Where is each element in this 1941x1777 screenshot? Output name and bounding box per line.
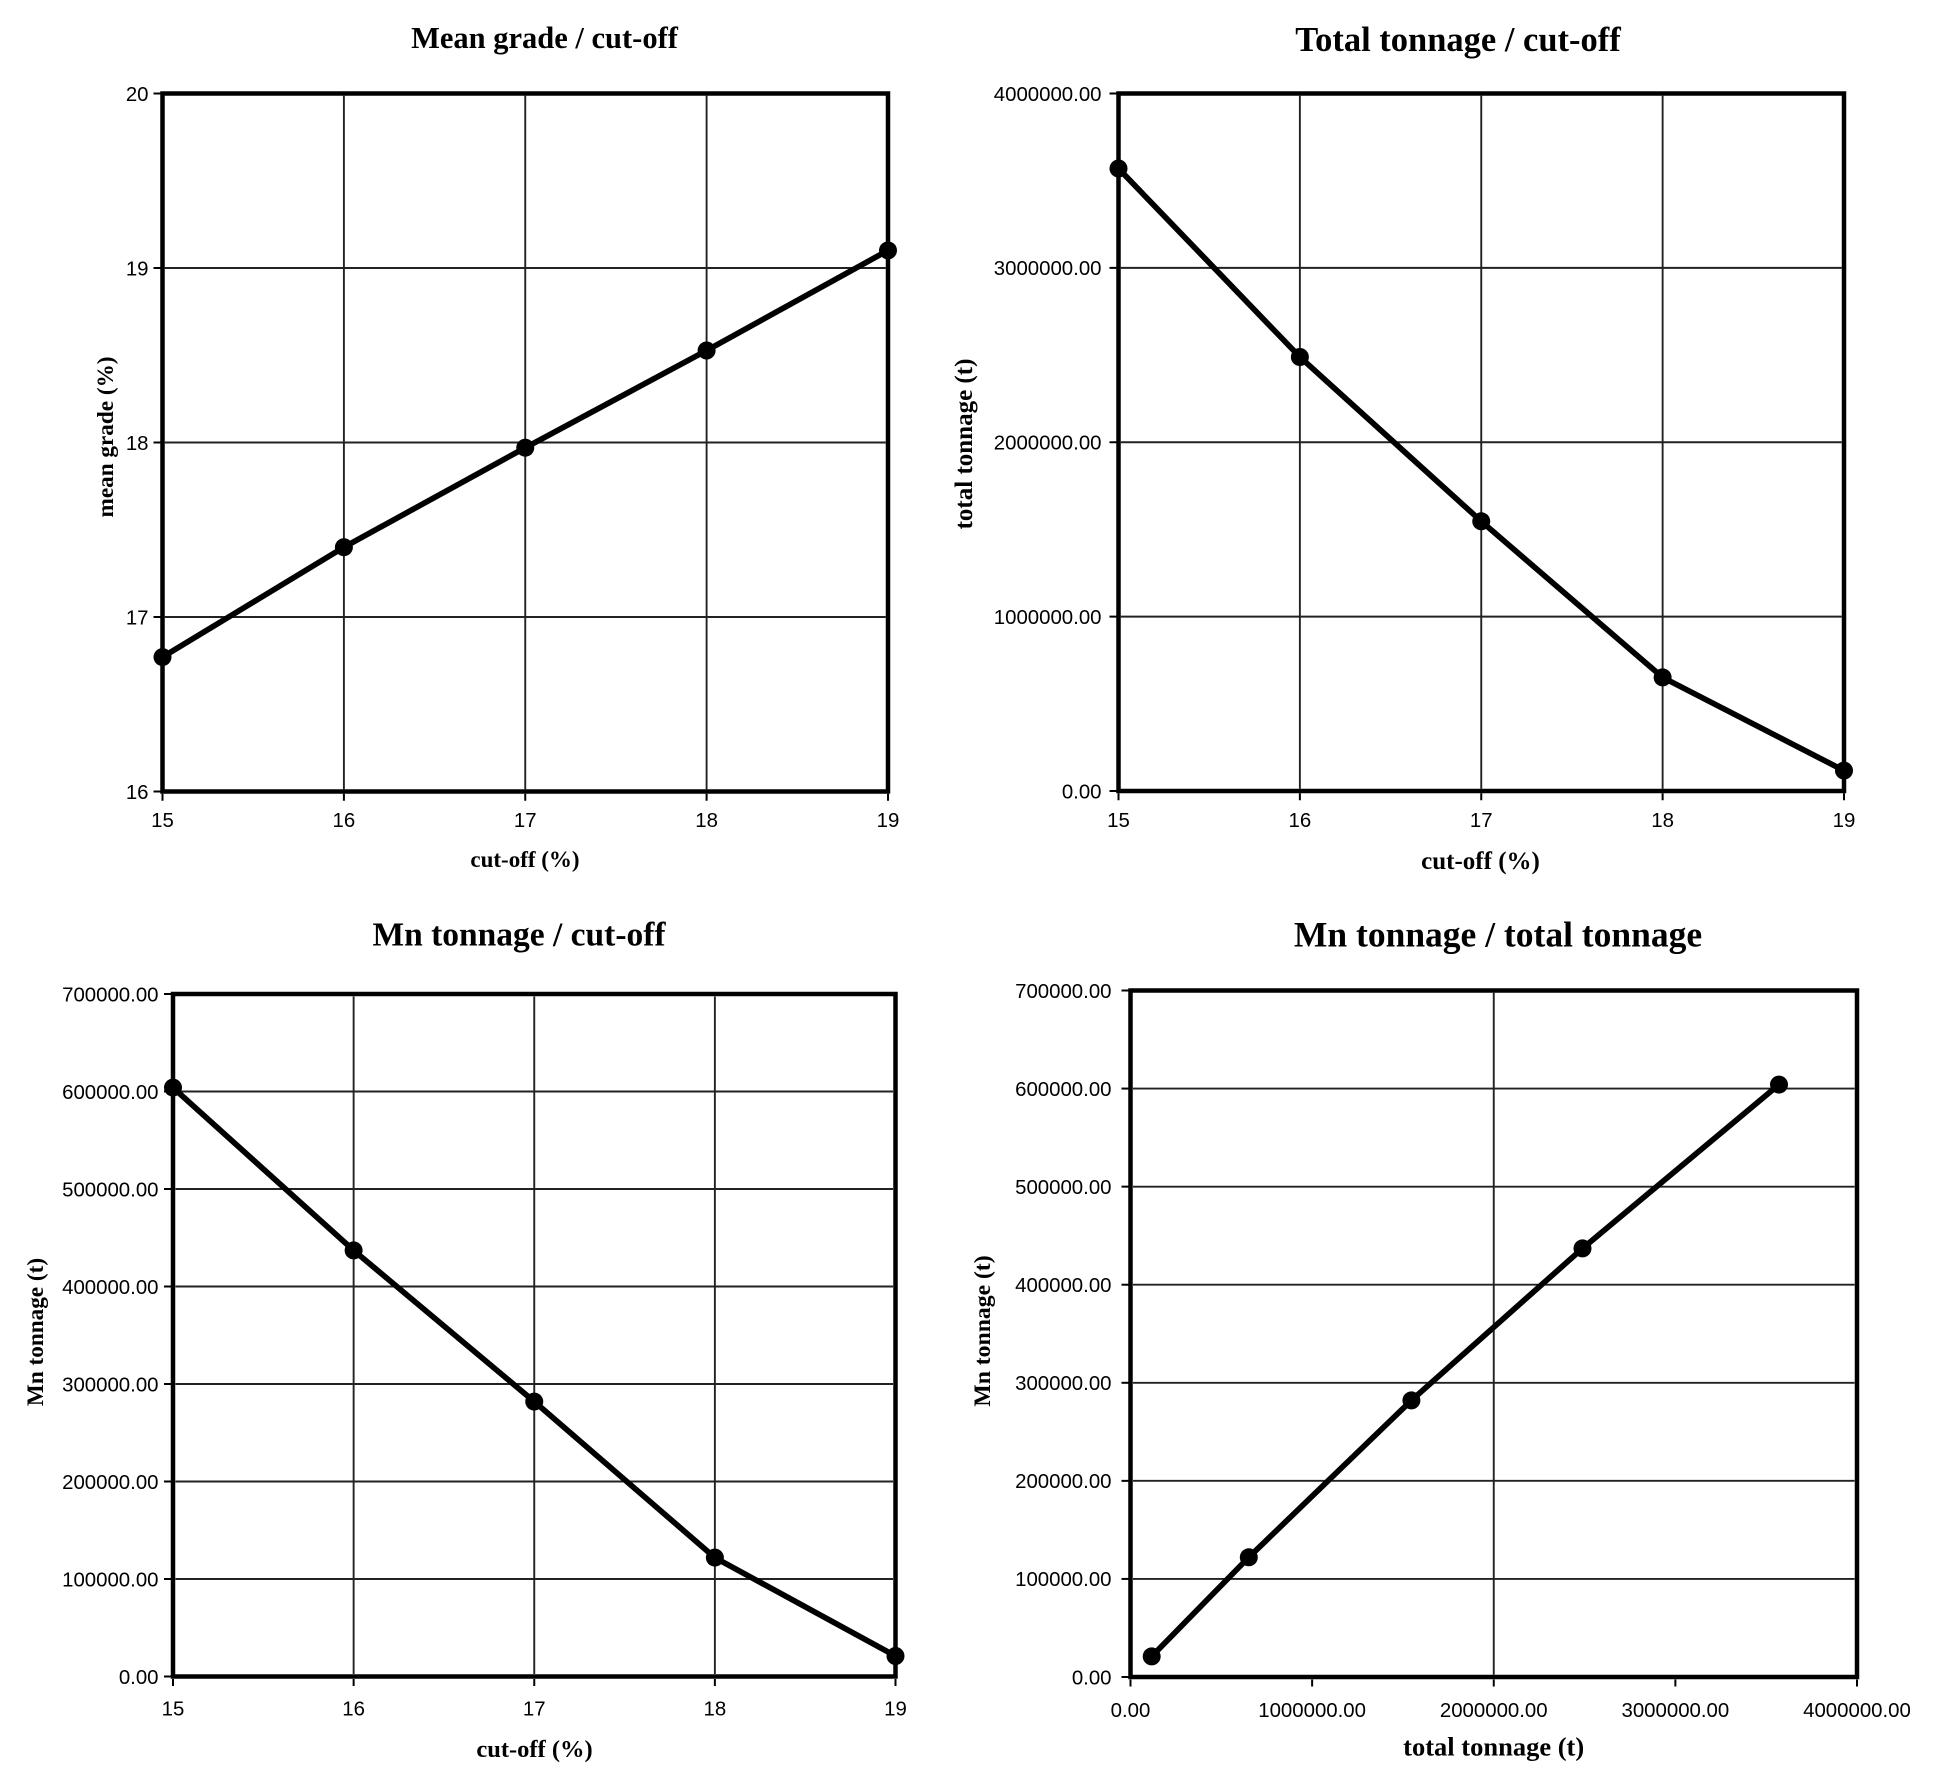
svg-text:600000.00: 600000.00 bbox=[62, 1082, 158, 1104]
svg-text:total tonnage (t): total tonnage (t) bbox=[951, 359, 978, 530]
svg-text:600000.00: 600000.00 bbox=[1015, 1079, 1111, 1101]
svg-text:mean grade (%): mean grade (%) bbox=[93, 357, 119, 518]
svg-text:18: 18 bbox=[1651, 810, 1674, 832]
svg-text:18: 18 bbox=[126, 433, 149, 455]
svg-text:15: 15 bbox=[1107, 810, 1130, 832]
svg-text:17: 17 bbox=[523, 1699, 546, 1721]
svg-text:3000000.00: 3000000.00 bbox=[1622, 1700, 1730, 1722]
svg-text:16: 16 bbox=[126, 782, 149, 804]
svg-text:100000.00: 100000.00 bbox=[62, 1569, 158, 1591]
svg-text:19: 19 bbox=[884, 1699, 907, 1721]
svg-text:400000.00: 400000.00 bbox=[1015, 1275, 1111, 1297]
svg-text:500000.00: 500000.00 bbox=[1015, 1177, 1111, 1199]
svg-text:0.00: 0.00 bbox=[119, 1667, 159, 1689]
svg-text:20: 20 bbox=[126, 84, 149, 106]
svg-text:2000000.00: 2000000.00 bbox=[994, 433, 1102, 455]
svg-text:cut-off (%): cut-off (%) bbox=[470, 847, 579, 872]
svg-text:1000000.00: 1000000.00 bbox=[1258, 1700, 1366, 1722]
svg-text:18: 18 bbox=[704, 1699, 727, 1721]
svg-text:0.00: 0.00 bbox=[1062, 781, 1102, 803]
svg-text:cut-off (%): cut-off (%) bbox=[476, 1736, 592, 1763]
svg-text:18: 18 bbox=[695, 810, 718, 832]
svg-text:19: 19 bbox=[1833, 810, 1856, 832]
svg-text:19: 19 bbox=[126, 258, 149, 280]
svg-text:4000000.00: 4000000.00 bbox=[1803, 1700, 1911, 1722]
svg-text:Mn tonnage / cut-off: Mn tonnage / cut-off bbox=[372, 917, 666, 954]
svg-text:100000.00: 100000.00 bbox=[1015, 1569, 1111, 1591]
svg-text:16: 16 bbox=[342, 1699, 365, 1721]
svg-text:16: 16 bbox=[333, 810, 356, 832]
svg-text:15: 15 bbox=[151, 810, 174, 832]
svg-text:Mean grade / cut-off: Mean grade / cut-off bbox=[411, 21, 679, 55]
svg-text:0.00: 0.00 bbox=[1072, 1667, 1112, 1689]
svg-text:200000.00: 200000.00 bbox=[62, 1472, 158, 1494]
svg-text:700000.00: 700000.00 bbox=[1015, 981, 1111, 1003]
svg-text:200000.00: 200000.00 bbox=[1015, 1471, 1111, 1493]
svg-text:Mn tonnage (t): Mn tonnage (t) bbox=[23, 1258, 49, 1406]
svg-text:4000000.00: 4000000.00 bbox=[994, 84, 1102, 106]
svg-text:2000000.00: 2000000.00 bbox=[1440, 1700, 1548, 1722]
svg-text:Mn tonnage (t): Mn tonnage (t) bbox=[970, 1255, 996, 1406]
svg-text:3000000.00: 3000000.00 bbox=[994, 258, 1102, 280]
svg-text:500000.00: 500000.00 bbox=[62, 1179, 158, 1201]
svg-text:300000.00: 300000.00 bbox=[1015, 1373, 1111, 1395]
svg-text:700000.00: 700000.00 bbox=[62, 984, 158, 1006]
svg-text:1000000.00: 1000000.00 bbox=[994, 607, 1102, 629]
svg-text:400000.00: 400000.00 bbox=[62, 1277, 158, 1299]
svg-text:17: 17 bbox=[1470, 810, 1493, 832]
svg-text:0.00: 0.00 bbox=[1111, 1700, 1151, 1722]
svg-text:cut-off (%): cut-off (%) bbox=[1421, 848, 1540, 875]
svg-text:19: 19 bbox=[877, 810, 900, 832]
svg-text:16: 16 bbox=[1289, 810, 1312, 832]
svg-text:15: 15 bbox=[162, 1699, 185, 1721]
svg-text:17: 17 bbox=[514, 810, 537, 832]
svg-text:17: 17 bbox=[126, 607, 149, 629]
svg-text:300000.00: 300000.00 bbox=[62, 1374, 158, 1396]
svg-text:Total tonnage / cut-off: Total tonnage / cut-off bbox=[1295, 21, 1621, 59]
svg-text:Mn tonnage / total tonnage: Mn tonnage / total tonnage bbox=[1294, 915, 1702, 955]
svg-text:total tonnage (t): total tonnage (t) bbox=[1403, 1732, 1584, 1762]
